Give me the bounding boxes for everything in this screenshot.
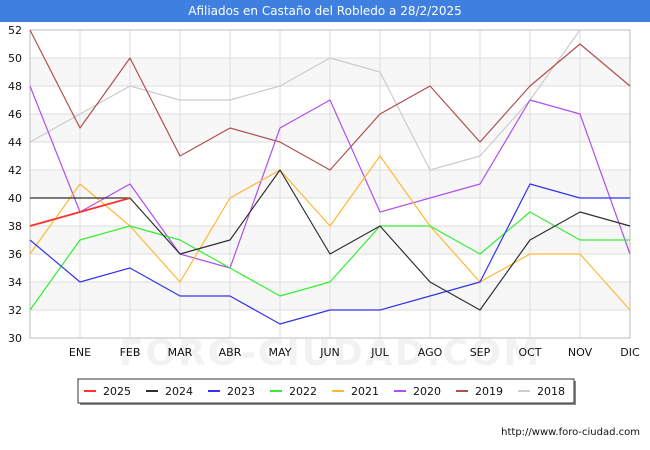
y-tick-label: 38 (8, 220, 22, 233)
x-tick-label: MAY (269, 346, 292, 359)
legend-label-2018: 2018 (537, 385, 565, 398)
legend-label-2020: 2020 (413, 385, 441, 398)
series-line-2022 (29, 211, 630, 311)
y-tick-label: 42 (8, 164, 22, 177)
series-line-2020 (29, 85, 631, 269)
legend-label-2023: 2023 (227, 385, 255, 398)
x-tick-label: OCT (518, 346, 541, 359)
x-tick-label: ABR (219, 346, 242, 359)
x-axis-ticks: ENE FEB MAR ABR MAY JUN JUL AGO SEP OCT NOV DIC (69, 346, 640, 359)
series-line-2018 (29, 29, 581, 171)
legend-label-2024: 2024 (165, 385, 193, 398)
x-tick-label: NOV (568, 346, 593, 359)
plot-frame (29, 29, 631, 339)
legend-label-2019: 2019 (475, 385, 503, 398)
series-line-2019 (29, 29, 631, 171)
y-tick-label: 32 (8, 304, 22, 317)
legend-label-2025: 2025 (103, 385, 131, 398)
x-tick-label: JUL (370, 346, 389, 359)
y-tick-label: 34 (8, 276, 22, 289)
source-url: http://www.foro-ciudad.com (501, 427, 640, 438)
y-tick-label: 36 (8, 248, 22, 261)
y-tick-label: 48 (8, 80, 22, 93)
x-tick-label: AGO (418, 346, 443, 359)
y-tick-label: 44 (8, 136, 22, 149)
x-tick-label: FEB (120, 346, 141, 359)
x-tick-label: MAR (168, 346, 193, 359)
y-tick-label: 40 (8, 192, 22, 205)
x-tick-label: SEP (470, 346, 491, 359)
y-tick-label: 46 (8, 108, 22, 121)
y-tick-label: 50 (8, 52, 22, 65)
y-tick-label: 52 (8, 24, 22, 37)
watermark: FORO-CIUDAD.COM (119, 333, 541, 374)
x-tick-label: JUN (319, 346, 340, 359)
series-line-2025 (29, 197, 131, 227)
chart-series (29, 29, 631, 325)
legend-label-2021: 2021 (351, 385, 379, 398)
series-line-2023 (29, 183, 630, 325)
legend-label-2022: 2022 (289, 385, 317, 398)
x-tick-label: DIC (620, 346, 640, 359)
legend: 2025 2024 2023 2022 2021 2020 2019 2018 (77, 378, 576, 405)
y-tick-label: 30 (8, 332, 22, 345)
legend-box (77, 378, 575, 404)
y-axis-ticks: 30 32 34 36 38 40 42 44 46 48 50 52 (8, 24, 22, 345)
x-tick-label: ENE (69, 346, 91, 359)
chart-title: Afiliados en Castaño del Robledo a 28/2/… (0, 0, 650, 22)
